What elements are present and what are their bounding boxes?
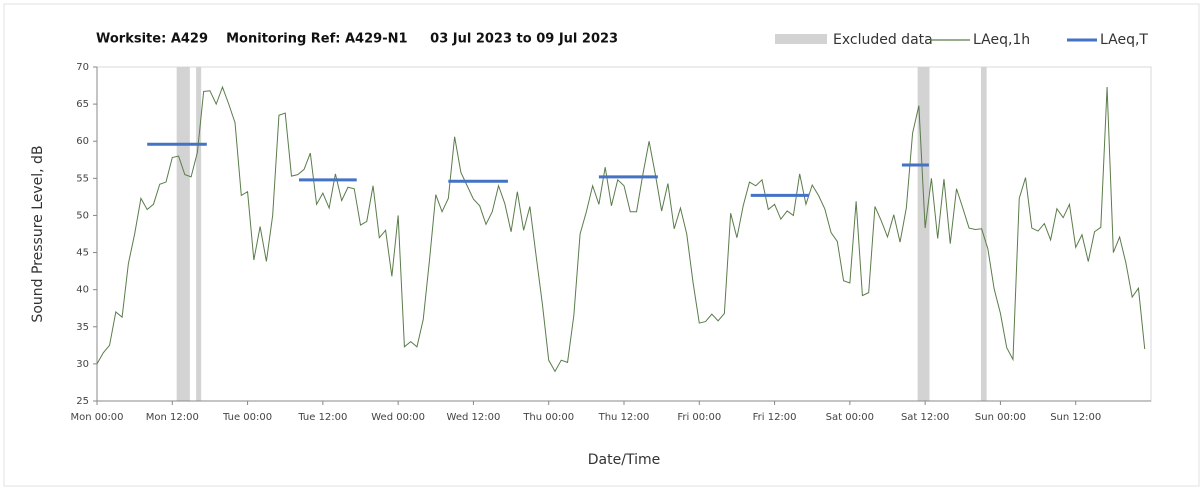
x-tick-label: Fri 00:00 xyxy=(677,412,721,423)
legend-swatch xyxy=(775,34,827,44)
series-line xyxy=(96,85,1146,373)
x-tick-label: Sat 12:00 xyxy=(901,412,949,423)
x-axis-label: Date/Time xyxy=(588,452,660,468)
x-tick-label: Sat 00:00 xyxy=(826,412,874,423)
frame xyxy=(3,3,1200,487)
x-tick-label: Tue 12:00 xyxy=(297,412,347,423)
x-tick-label: Wed 12:00 xyxy=(447,412,501,423)
y-tick-label: 60 xyxy=(76,136,89,147)
chart-title: Worksite: A429 Monitoring Ref: A429-N1 0… xyxy=(96,32,618,47)
legend-label: Excluded data xyxy=(833,32,933,48)
legend-label: LAeq,1h xyxy=(973,32,1030,48)
y-tick-label: 40 xyxy=(76,285,89,296)
y-tick-label: 30 xyxy=(76,359,89,370)
y-tick-label: 65 xyxy=(76,99,89,110)
y-tick-label: 25 xyxy=(76,396,89,407)
x-tick-label: Mon 12:00 xyxy=(146,412,199,423)
y-tick-label: 35 xyxy=(76,322,89,333)
y-tick-label: 70 xyxy=(76,62,89,73)
x-tick-label: Thu 12:00 xyxy=(598,412,650,423)
x-tick-label: Sun 12:00 xyxy=(1050,412,1101,423)
excluded-band xyxy=(196,67,202,401)
y-axis-label: Sound Pressure Level, dB xyxy=(30,145,46,322)
y-tick-label: 50 xyxy=(76,210,89,221)
x-tick-label: Fri 12:00 xyxy=(753,412,797,423)
x-tick-label: Tue 00:00 xyxy=(222,412,272,423)
excluded-band xyxy=(980,67,987,401)
x-tick-label: Thu 00:00 xyxy=(522,412,574,423)
y-tick-label: 45 xyxy=(76,248,89,259)
x-tick-label: Wed 00:00 xyxy=(371,412,425,423)
y-tick-label: 55 xyxy=(76,173,89,184)
legend-label: LAeq,T xyxy=(1100,32,1148,48)
plot-area xyxy=(96,66,1152,402)
x-tick-label: Sun 00:00 xyxy=(975,412,1026,423)
excluded-band xyxy=(176,67,190,401)
excluded-band xyxy=(917,67,930,401)
x-tick-label: Mon 00:00 xyxy=(70,412,123,423)
